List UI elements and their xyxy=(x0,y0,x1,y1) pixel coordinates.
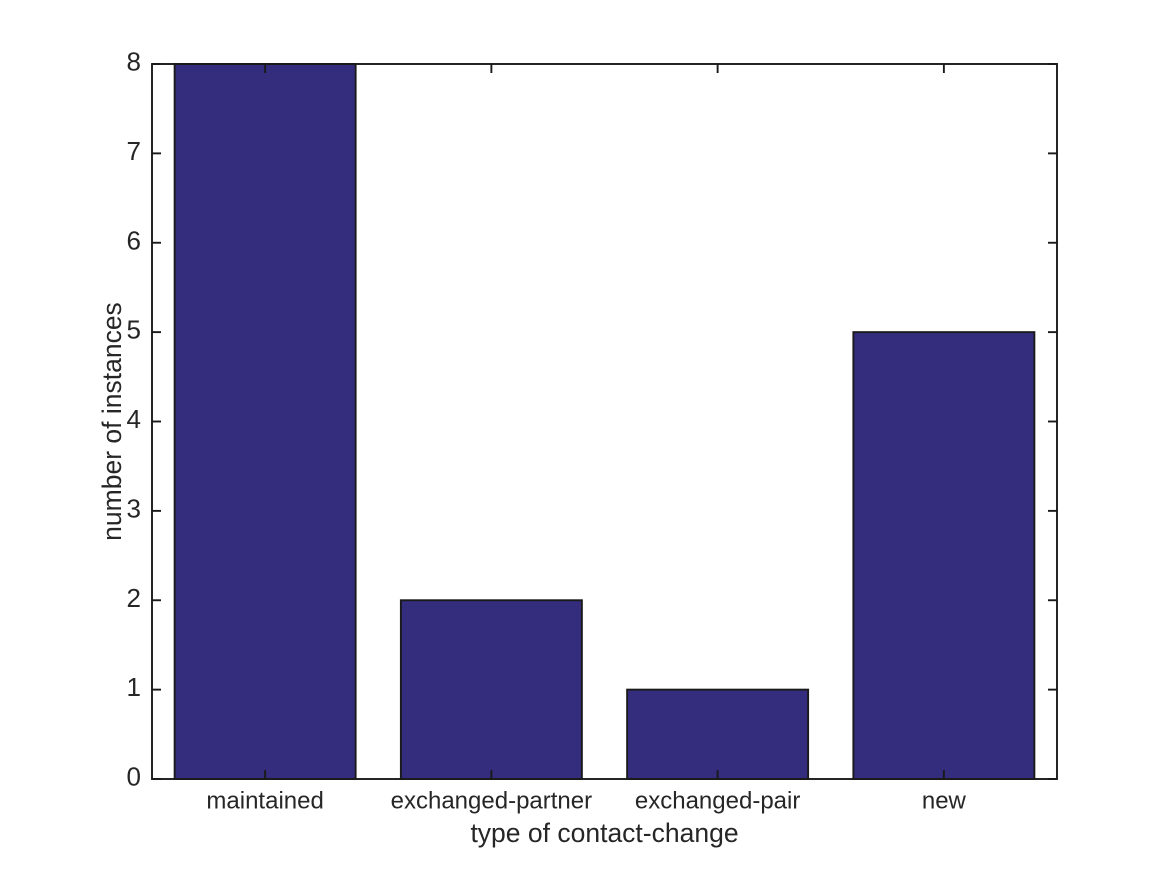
svg-text:1: 1 xyxy=(127,672,141,702)
svg-text:number of instances: number of instances xyxy=(97,302,127,541)
svg-text:6: 6 xyxy=(127,225,141,255)
svg-text:0: 0 xyxy=(127,762,141,792)
svg-text:5: 5 xyxy=(127,315,141,345)
svg-text:exchanged-partner: exchanged-partner xyxy=(391,788,592,815)
svg-text:exchanged-pair: exchanged-pair xyxy=(635,788,800,815)
svg-text:new: new xyxy=(922,788,967,815)
svg-text:3: 3 xyxy=(127,493,141,523)
svg-text:maintained: maintained xyxy=(206,788,323,815)
svg-text:7: 7 xyxy=(127,136,141,166)
svg-text:2: 2 xyxy=(127,583,141,613)
svg-text:4: 4 xyxy=(127,404,141,434)
svg-text:8: 8 xyxy=(127,47,141,77)
svg-text:type of contact-change: type of contact-change xyxy=(470,818,738,848)
